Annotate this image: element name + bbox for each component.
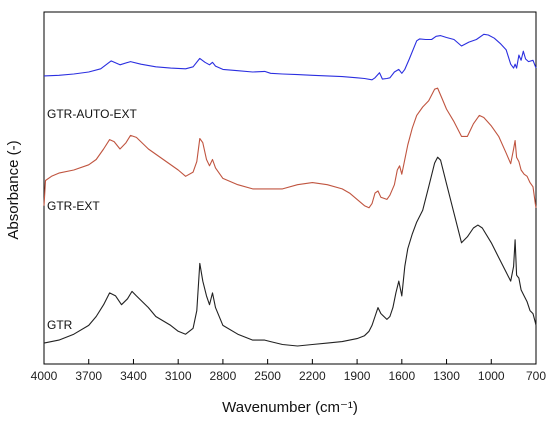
x-tick-label: 1600 — [388, 369, 415, 383]
x-tick-label: 1300 — [433, 369, 460, 383]
series-line-gtr — [43, 156, 537, 347]
series-label-gtr-auto-ext: GTR-AUTO-EXT — [47, 107, 137, 121]
x-tick-label: 4000 — [31, 369, 58, 383]
series-group — [43, 33, 537, 347]
x-axis-title: Wavenumber (cm⁻¹) — [222, 399, 358, 416]
plot-frame — [43, 11, 537, 365]
series-line-gtr-auto-ext — [43, 33, 537, 81]
x-tick-label: 700 — [526, 369, 546, 383]
x-tick-label: 3100 — [165, 369, 192, 383]
x-tick-label: 3400 — [120, 369, 147, 383]
x-tick-label: 3700 — [75, 369, 102, 383]
x-tick-label: 1900 — [344, 369, 371, 383]
x-axis-ticks: 4000 3700 3400 3100 2800 2500 2200 1900 1600 1300… — [31, 359, 546, 383]
series-line-gtr-ext — [43, 87, 537, 209]
x-tick-label: 1000 — [478, 369, 505, 383]
y-axis-title: Absorbance (-) — [5, 140, 22, 239]
x-tick-label: 2800 — [210, 369, 237, 383]
series-label-gtr-ext: GTR-EXT — [47, 199, 100, 213]
series-label-gtr: GTR — [47, 318, 73, 332]
x-tick-label: 2200 — [299, 369, 326, 383]
series-labels: GTR-AUTO-EXT GTR-EXT GTR — [47, 107, 137, 332]
x-tick-label: 2500 — [254, 369, 281, 383]
